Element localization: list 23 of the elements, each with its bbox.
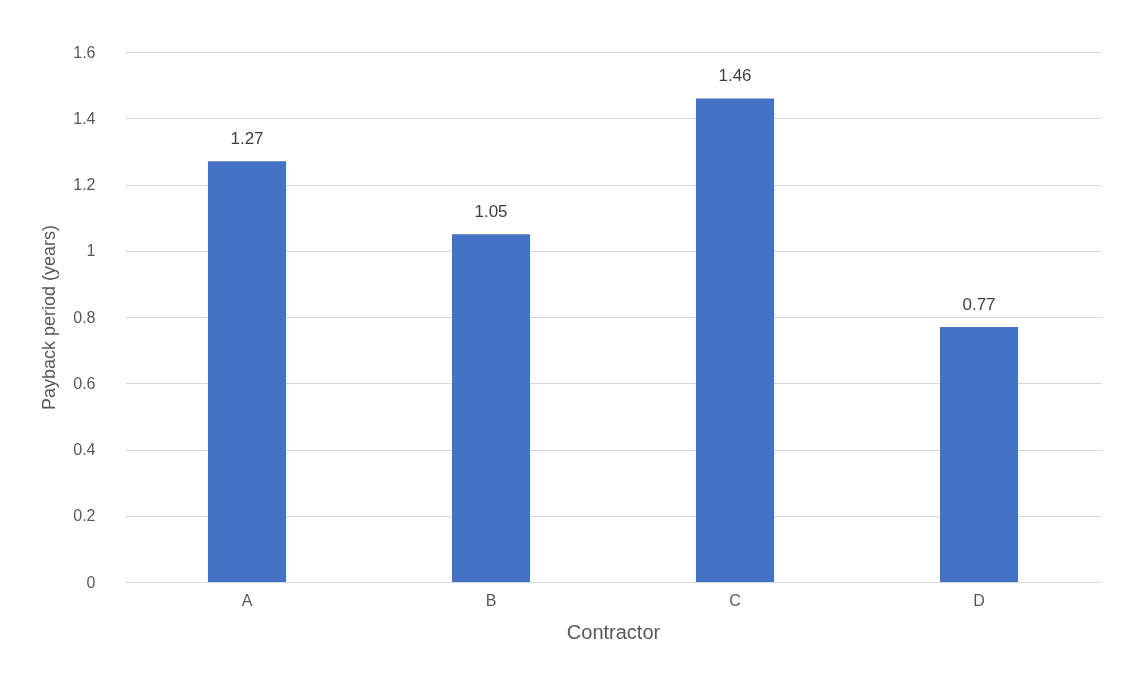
x-tick-label: C xyxy=(729,591,741,609)
y-axis-title: Payback period (years) xyxy=(39,224,60,411)
y-tick-label: 0.2 xyxy=(73,507,96,525)
x-tick-label: D xyxy=(973,591,985,609)
y-tick-label: 1.4 xyxy=(73,109,96,127)
x-tick-label: A xyxy=(241,591,253,609)
y-tick-label: 1 xyxy=(86,242,96,260)
y-tick-label: 0.6 xyxy=(73,374,96,392)
y-tick-label: 1.6 xyxy=(73,43,96,61)
bar xyxy=(451,234,531,582)
data-label: 1.27 xyxy=(230,129,264,149)
bar xyxy=(695,98,775,582)
y-tick-label: 0.8 xyxy=(73,308,96,326)
data-label: 0.77 xyxy=(962,294,996,314)
y-tick-label: 0.4 xyxy=(73,441,96,458)
bar xyxy=(939,326,1019,582)
y-tick-label: 0 xyxy=(86,573,96,591)
bar xyxy=(207,161,287,582)
x-axis-title: Contractor xyxy=(566,620,661,643)
data-label: 1.05 xyxy=(474,202,508,222)
x-tick-label: B xyxy=(485,591,497,609)
y-tick-label: 1.2 xyxy=(73,176,96,193)
data-label: 1.46 xyxy=(718,66,752,86)
